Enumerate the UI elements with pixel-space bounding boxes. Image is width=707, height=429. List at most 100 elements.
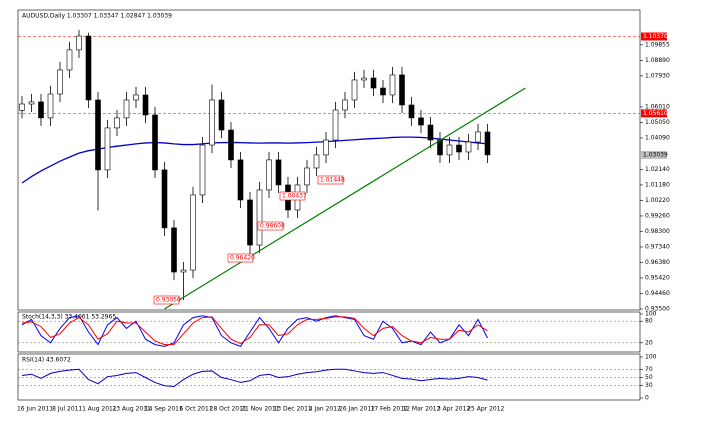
candle-body — [275, 159, 282, 186]
candle-body — [351, 79, 358, 101]
x-tick-label: 4 Jan 2012 — [309, 406, 341, 413]
candle-body — [484, 131, 491, 156]
candle-body — [171, 227, 177, 273]
candle-body — [114, 117, 120, 129]
candle-body — [104, 127, 111, 171]
y-tick-label: 1.06010 — [645, 103, 670, 110]
y-tick-label: 1.07930 — [645, 72, 670, 79]
candle-body — [380, 87, 386, 96]
y-tick-label: 1.09855 — [645, 41, 670, 48]
annotation-box — [317, 175, 344, 185]
candle-body — [209, 99, 215, 146]
candle-body — [19, 103, 25, 111]
candle-body — [389, 74, 396, 96]
candle-body — [180, 269, 187, 273]
rsi-line — [21, 368, 488, 388]
x-tick-label: 17 Feb 2012 — [371, 406, 409, 413]
x-tick-label: 25 Apr 2012 — [467, 406, 504, 413]
y-tick-label: 80 — [645, 318, 653, 325]
rsi-title: RSI(14) 43.6072 — [22, 357, 71, 364]
candle-body — [28, 101, 35, 105]
level-box — [641, 150, 667, 159]
level-box — [641, 32, 667, 41]
x-tick-label: 1 Aug 2011 — [82, 406, 117, 413]
candle-body — [218, 99, 225, 131]
candle-body — [361, 77, 367, 81]
candle-body — [427, 124, 434, 141]
x-tick-label: 3 Apr 2012 — [437, 406, 470, 413]
x-tick-label: 21 Nov 2011 — [241, 406, 280, 413]
x-tick-label: 16 Jun 2011 — [17, 406, 53, 413]
x-tick-label: 12 Mar 2012 — [402, 406, 440, 413]
y-tick-label: 1.02140 — [645, 166, 670, 173]
candle-body — [266, 159, 272, 191]
annotation-box — [279, 191, 306, 201]
candle-body — [446, 144, 453, 156]
chart-title: AUDUSD,Daily 1.03307 1.03347 1.02847 1.0… — [22, 13, 172, 20]
x-tick-label: 23 Aug 2011 — [112, 406, 151, 413]
candle-body — [418, 117, 424, 126]
candle-body — [133, 94, 139, 101]
y-tick-label: 20 — [645, 339, 653, 346]
candle-body — [370, 77, 377, 89]
annotation-box — [257, 221, 284, 231]
x-tick-label: 6 Oct 2011 — [179, 406, 212, 413]
y-tick-label: 0 — [645, 395, 649, 402]
candle-body — [465, 141, 472, 153]
y-tick-label: 0.93500 — [645, 306, 670, 313]
x-tick-label: 14 Sep 2011 — [145, 406, 183, 413]
candle-body — [456, 144, 462, 153]
annotation-label: 0.93050 — [156, 297, 181, 304]
rsi-panel — [17, 353, 641, 401]
x-tick-label: 26 Jan 2012 — [339, 406, 375, 413]
stoch-panel — [17, 311, 641, 353]
candle-body — [475, 131, 481, 143]
stoch-line — [21, 316, 488, 346]
main-panel — [17, 9, 641, 311]
y-tick-label: 1.05050 — [645, 119, 670, 126]
annotation-label: 0.98608 — [260, 223, 285, 230]
x-tick-label: 13 Dec 2011 — [273, 406, 312, 413]
y-tick-label: 0.98300 — [645, 228, 670, 235]
candle-body — [399, 74, 405, 106]
candle-body — [332, 109, 339, 141]
candle-body — [161, 169, 168, 229]
candle-body — [76, 35, 82, 51]
trendline — [164, 87, 526, 310]
x-tick-label: 8 Jul 2011 — [52, 406, 82, 413]
level-label: 1.10370 — [643, 33, 668, 40]
annotation-label: 0.96420 — [230, 255, 255, 262]
candle-body — [142, 94, 149, 116]
x-tick-label: 28 Oct 2011 — [210, 406, 247, 413]
candle-body — [66, 49, 73, 71]
y-tick-label: 30 — [645, 382, 653, 389]
annotation-label: 1.00437 — [282, 193, 307, 200]
candle-body — [408, 104, 415, 119]
candle-body — [199, 144, 206, 196]
candle-body — [323, 139, 329, 156]
candle-body — [47, 93, 54, 119]
y-tick-label: 1.01180 — [645, 181, 670, 188]
candle-body — [85, 35, 92, 101]
y-tick-label: 0.99260 — [645, 212, 670, 219]
candle-body — [228, 129, 234, 161]
annotation-label: 1.01448 — [320, 177, 345, 184]
y-tick-label: 1.08890 — [645, 57, 670, 64]
stoch-title: Stoch(14,3,3) 33.4061 53.2965 — [22, 314, 116, 321]
y-tick-label: 0.96380 — [645, 259, 670, 266]
y-tick-label: 100 — [645, 311, 657, 318]
level-box — [641, 109, 667, 118]
y-tick-label: 100 — [645, 354, 657, 361]
y-tick-label: 50 — [645, 374, 653, 381]
candle-body — [95, 99, 101, 171]
y-tick-label: 0.97340 — [645, 243, 670, 250]
candle-body — [437, 139, 443, 156]
y-tick-label: 70 — [645, 366, 653, 373]
level-label: 1.05610 — [643, 110, 668, 117]
candle-body — [313, 154, 320, 169]
candle-body — [304, 167, 310, 186]
candle-body — [256, 189, 263, 246]
candle-body — [247, 199, 253, 246]
